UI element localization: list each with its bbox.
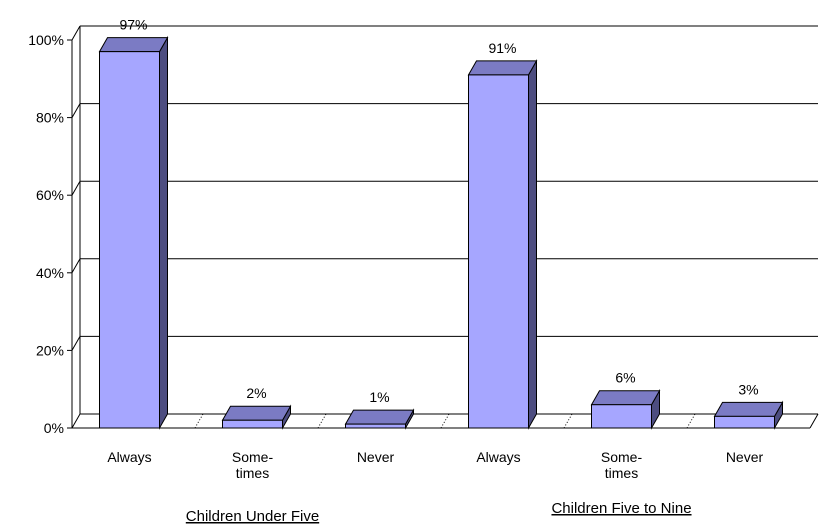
group-label: Children Five to Nine <box>551 500 691 517</box>
bar <box>591 404 652 429</box>
bar-top <box>713 401 784 417</box>
floor-separator <box>686 413 696 429</box>
y-tick-label: 100% <box>28 32 64 48</box>
gridline-connector <box>71 25 81 41</box>
bar <box>99 51 160 429</box>
floor-separator <box>440 413 450 429</box>
category-label: Never <box>726 449 764 465</box>
gridline-connector <box>71 258 81 274</box>
data-label: 1% <box>369 389 389 405</box>
bar-top <box>221 405 292 421</box>
category-label: Some-times <box>601 449 643 481</box>
bar-top <box>98 37 169 53</box>
data-label: 91% <box>488 40 516 56</box>
data-label: 3% <box>738 381 758 397</box>
bar <box>468 74 529 429</box>
group-label: Children Under Five <box>186 508 319 525</box>
gridline-connector <box>71 180 81 196</box>
y-tick-label: 80% <box>36 110 64 126</box>
floor-separator <box>317 413 327 429</box>
data-label: 97% <box>119 17 147 33</box>
floor-separator <box>563 413 573 429</box>
bar <box>345 423 406 429</box>
gridline-connector <box>71 336 81 351</box>
data-label: 2% <box>246 385 266 401</box>
y-tick-label: 20% <box>36 342 64 358</box>
labels: 97% Always 2% Some-times 1% Never 91% Always 6% S… <box>107 17 763 525</box>
floor-separator <box>194 413 204 429</box>
bars <box>98 35 784 430</box>
category-label: Always <box>476 449 520 465</box>
floor-right-edge <box>809 413 819 429</box>
category-label: Always <box>107 449 151 465</box>
y-tick-label: 60% <box>36 187 64 203</box>
bar-top <box>467 60 538 76</box>
gridlines <box>71 25 818 429</box>
gridline-connector <box>71 103 81 118</box>
data-label: 6% <box>615 370 635 386</box>
axes: 0% 20% 40% 60% 80% 100% <box>28 26 819 436</box>
bar-side <box>528 59 537 430</box>
bar <box>222 419 283 429</box>
category-label: Never <box>357 449 395 465</box>
y-tick-label: 40% <box>36 265 64 281</box>
bar-top <box>344 409 415 425</box>
bar-side <box>159 35 168 430</box>
y-tick-label: 0% <box>44 420 64 436</box>
category-label: Some-times <box>232 449 274 481</box>
bar-top <box>590 390 661 406</box>
gridline-connector <box>71 413 81 429</box>
bar <box>714 415 775 429</box>
